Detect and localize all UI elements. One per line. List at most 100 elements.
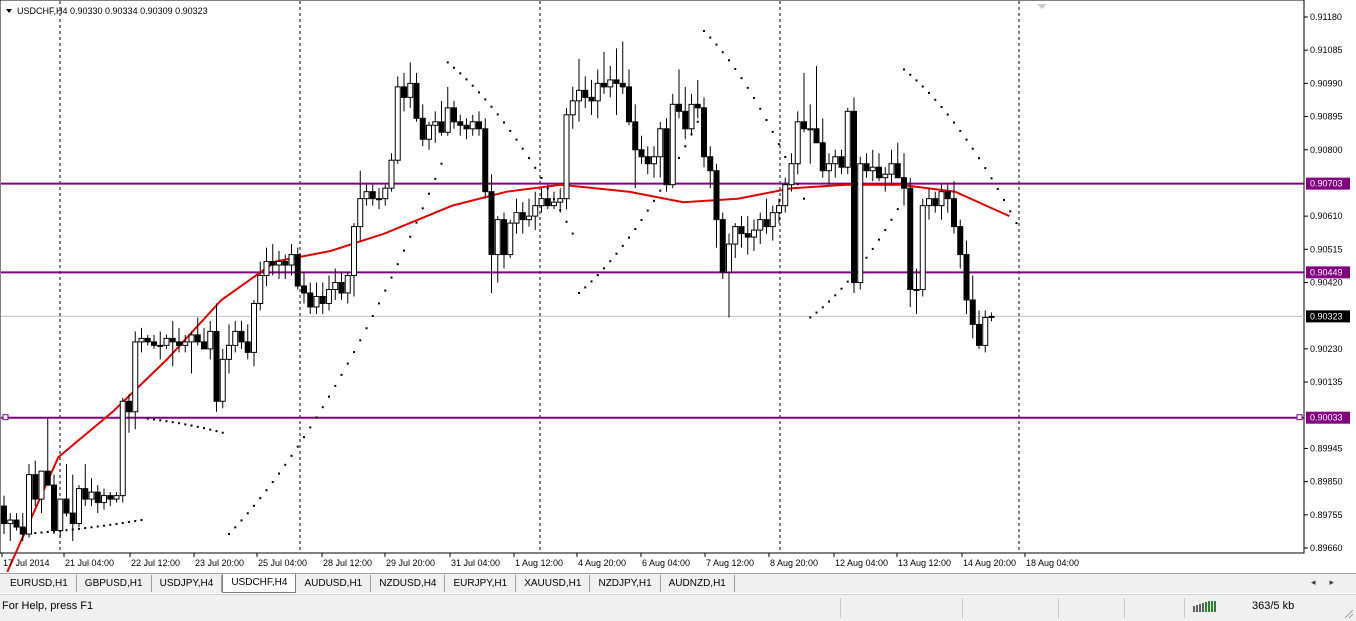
bull-candle-body <box>38 470 45 500</box>
candle <box>976 310 982 349</box>
candle <box>782 177 789 213</box>
bear-candle-body <box>13 519 20 528</box>
dropdown-triangle-icon[interactable] <box>6 9 12 13</box>
candle <box>607 65 614 98</box>
bear-candle-body <box>901 177 907 189</box>
chart-tab-usdchf-h4[interactable]: USDCHF,H4 <box>222 574 297 593</box>
time-tick-label: 21 Jul 04:00 <box>65 558 114 568</box>
sar-dot <box>953 121 955 124</box>
chart-tab-audnzd-h1[interactable]: AUDNZD,H1 <box>661 575 735 592</box>
chart-tab-usdjpy-h4[interactable]: USDJPY,H4 <box>152 575 223 592</box>
candle <box>63 464 70 517</box>
bear-candle-body <box>413 82 420 119</box>
level-handle-icon[interactable] <box>2 414 9 421</box>
sar-dot <box>890 218 893 221</box>
price-tick-label: 0.90800 <box>1310 145 1343 155</box>
sar-dot <box>415 221 418 224</box>
candle <box>169 320 176 367</box>
candle <box>394 76 401 164</box>
bull-candle-body <box>988 315 995 318</box>
candle <box>757 212 764 245</box>
bear-candle-body <box>482 128 489 193</box>
bull-candle-body <box>651 156 657 165</box>
chart-tabs: EURUSD,H1 GBPUSD,H1 USDJPY,H4 USDCHF,H4 AUDU… <box>2 574 735 593</box>
sar-dot <box>153 418 155 421</box>
sar-dot <box>165 420 168 423</box>
candle <box>201 327 207 350</box>
sar-dot <box>278 472 280 475</box>
price-axis[interactable]: 0.91180 0.91085 0.90990 0.90895 0.90800 0.906… <box>1304 12 1343 553</box>
bull-candle-body <box>26 474 32 535</box>
bull-candle-body <box>826 163 832 172</box>
candle <box>963 240 970 314</box>
sar-dot <box>121 522 124 525</box>
horizontal-levels[interactable]: 0.90703 0.90449 0.90033 0.90323 <box>1 177 1350 424</box>
current-price-tag <box>1306 310 1350 323</box>
bull-candle-body <box>569 100 576 116</box>
candle <box>869 149 876 182</box>
resize-grip-icon[interactable] <box>1342 607 1354 619</box>
sar-dot <box>221 431 224 434</box>
bear-candle-body <box>819 142 826 172</box>
candle <box>982 310 989 353</box>
candle <box>913 268 920 314</box>
chart-tab-gbpusd-h1[interactable]: GBPUSD,H1 <box>77 575 152 592</box>
chart-tab-eurjpy-h1[interactable]: EURJPY,H1 <box>445 575 517 592</box>
sar-dot <box>290 454 293 457</box>
sar-dot <box>321 406 324 409</box>
candle <box>532 191 539 231</box>
status-divider <box>962 598 963 618</box>
sar-dot <box>840 287 843 290</box>
chart-tab-eurusd-h1[interactable]: EURUSD,H1 <box>2 575 77 592</box>
bear-candle-body <box>32 474 39 500</box>
candle <box>57 498 64 538</box>
bear-candle-body <box>619 82 626 88</box>
candle <box>926 188 932 220</box>
scroll-right-icon[interactable]: ▸ <box>1329 577 1348 587</box>
candle <box>863 153 870 178</box>
chart-tab-xauusd-h1[interactable]: XAUUSD,H1 <box>516 575 591 592</box>
candle <box>451 100 457 129</box>
bear-candle-body <box>694 103 701 109</box>
candle <box>13 513 20 531</box>
sar-dot <box>640 218 643 221</box>
candle <box>257 261 264 311</box>
candle <box>382 184 389 206</box>
candle <box>376 188 382 210</box>
time-tick-label: 13 Aug 12:00 <box>898 558 951 568</box>
bull-candle-body <box>857 163 864 283</box>
bull-candle-body <box>538 198 545 207</box>
sar-dot <box>353 351 355 354</box>
chart-tab-nzdjpy-h1[interactable]: NZDJPY,H1 <box>590 575 661 592</box>
status-divider <box>1184 598 1185 618</box>
bull-candle-body <box>101 495 107 504</box>
chart-window[interactable]: 0.90703 0.90449 0.90033 0.90323 0.91180 0.91… <box>0 0 1356 572</box>
bear-candle-body <box>457 121 464 126</box>
candle <box>207 320 214 360</box>
candle <box>613 48 620 115</box>
sar-dot <box>115 522 118 525</box>
sar-dot <box>871 247 874 250</box>
sar-dot <box>621 244 624 247</box>
sar-dot <box>865 256 868 259</box>
shift-marker-icon[interactable] <box>1037 4 1047 9</box>
time-axis[interactable]: 17 Jul 2014 21 Jul 04:00 22 Jul 12:00 23 Ju… <box>1 553 1079 568</box>
tab-scroll-arrows: ◂▸ <box>1311 577 1348 588</box>
bear-candle-body <box>969 299 976 325</box>
candle <box>832 149 839 178</box>
chart-tab-nzdusd-h4[interactable]: NZDUSD,H4 <box>371 575 446 592</box>
sar-dot <box>784 155 787 158</box>
sar-dot <box>190 424 193 427</box>
candle <box>232 320 239 353</box>
bear-candle-body <box>801 121 807 130</box>
sar-dot <box>140 519 143 522</box>
scroll-left-icon[interactable]: ◂ <box>1310 577 1330 587</box>
chart-tab-bar: EURUSD,H1 GBPUSD,H1 USDJPY,H4 USDCHF,H4 AUDU… <box>0 573 1356 593</box>
chart-tab-audusd-h1[interactable]: AUDUSD,H1 <box>296 575 372 592</box>
connection-bars-icon[interactable] <box>1193 601 1217 612</box>
candle <box>69 474 76 542</box>
candle <box>463 118 470 140</box>
candle <box>644 146 651 175</box>
level-handle-icon[interactable] <box>1296 414 1303 421</box>
